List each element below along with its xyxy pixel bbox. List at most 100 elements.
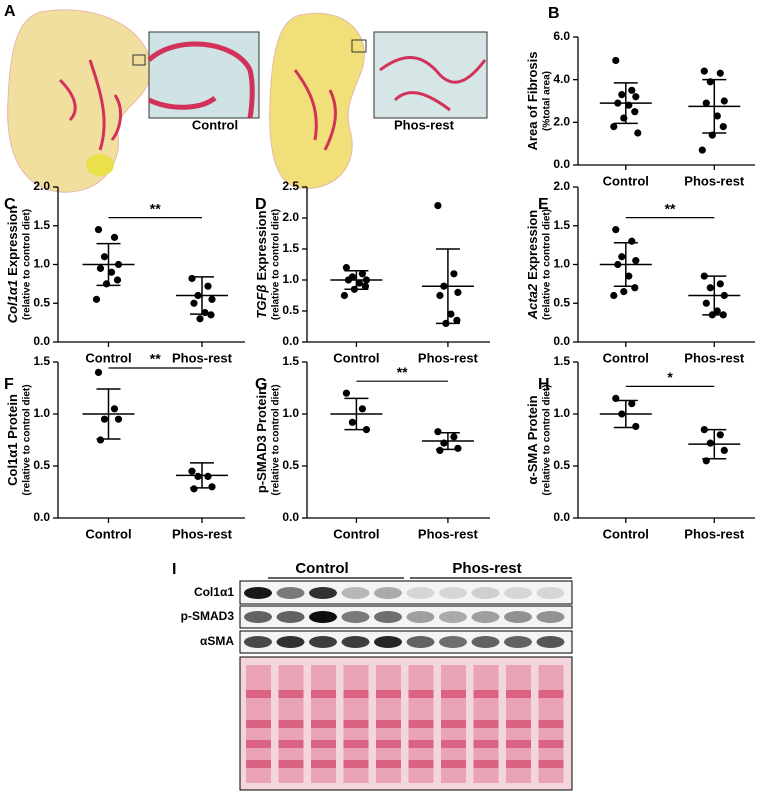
x-tick-label: Phos-rest: [684, 173, 745, 188]
data-point: [454, 444, 462, 452]
data-point: [447, 310, 455, 318]
y-axis-label-text: Area of Fibrosis: [525, 52, 540, 151]
caption: Phos-rest: [394, 117, 455, 132]
data-point: [716, 431, 724, 439]
ponceau-band: [343, 690, 369, 698]
data-point: [350, 285, 359, 293]
y-tick-label: 2.0: [282, 210, 299, 224]
band: [276, 636, 305, 648]
x-tick-label: Control: [333, 526, 379, 541]
y-tick-label: 1.5: [282, 354, 299, 368]
y-tick-label: 2.0: [553, 179, 570, 193]
y-axis-label-text: Expression: [525, 210, 540, 280]
data-point: [190, 299, 198, 307]
data-point: [720, 97, 728, 105]
y-tick-label: 0.5: [553, 458, 570, 472]
data-point: [113, 276, 122, 284]
data-point: [362, 426, 371, 434]
x-tick-label: Phos-rest: [172, 350, 233, 365]
band: [341, 587, 370, 599]
ponceau-lane: [473, 665, 499, 783]
ponceau-lane: [278, 665, 304, 783]
band: [439, 636, 467, 648]
band: [309, 636, 337, 648]
y-tick-label: 1.5: [553, 354, 570, 368]
data-point: [453, 316, 461, 324]
ponceau-band: [311, 690, 336, 698]
y-tick-label: 4.0: [553, 72, 570, 86]
panel-letter: C: [4, 196, 16, 213]
band: [374, 611, 402, 623]
data-point: [110, 405, 119, 413]
panel-letter: D: [255, 196, 267, 213]
y-tick-label: 0.5: [282, 303, 299, 317]
y-axis-sublabel: (relative to control diet): [271, 384, 282, 495]
cyst: [86, 154, 114, 176]
data-point: [632, 93, 640, 101]
data-point: [342, 389, 351, 397]
x-tick-label: Phos-rest: [418, 350, 479, 365]
y-tick-label: 1.5: [33, 354, 50, 368]
ponceau-band: [538, 760, 564, 768]
data-point: [100, 253, 109, 261]
band: [244, 611, 272, 623]
data-point: [436, 446, 444, 454]
y-axis-sublabel: (relative to control diet): [271, 209, 282, 320]
ponceau-band: [278, 740, 304, 748]
y-tick-label: 0.0: [553, 157, 570, 171]
data-point: [188, 274, 196, 283]
y-tick-label: 1.5: [33, 218, 50, 232]
data-point: [628, 237, 636, 245]
y-axis-label: p-SMAD3 Protein: [254, 387, 269, 493]
data-point: [631, 284, 639, 292]
ponceau-band: [441, 760, 466, 768]
data-point: [716, 69, 724, 77]
data-point: [708, 311, 716, 319]
blot-row-label: αSMA: [200, 634, 234, 648]
blot-row-label: Col1α1: [194, 585, 234, 599]
ponceau-lane: [376, 665, 401, 783]
data-point: [196, 315, 204, 323]
band: [536, 611, 565, 623]
band: [406, 587, 435, 599]
ponceau-band: [376, 720, 401, 728]
ponceau-band: [473, 690, 499, 698]
y-tick-label: 0.5: [33, 295, 50, 309]
data-point: [358, 270, 367, 278]
y-tick-label: 0.0: [282, 510, 299, 524]
ponceau-band: [246, 690, 271, 698]
data-point: [628, 86, 636, 94]
y-axis-label: Acta2 Expression: [525, 210, 540, 321]
data-point: [434, 428, 442, 436]
x-tick-label: Control: [603, 173, 649, 188]
panel-letter: E: [538, 196, 549, 213]
ponceau-band: [441, 690, 466, 698]
y-axis-label: α-SMA Protein: [525, 395, 540, 484]
band: [309, 587, 337, 599]
data-point: [634, 129, 642, 137]
caption: Control: [192, 117, 238, 132]
x-tick-label: Control: [333, 350, 379, 365]
y-axis-sublabel: (relative to control diet): [22, 209, 33, 320]
y-tick-label: 1.0: [553, 406, 570, 420]
panel-letter: I: [172, 561, 176, 578]
data-point: [110, 233, 119, 241]
y-tick-label: 1.5: [282, 241, 299, 255]
ponceau-band: [408, 760, 434, 768]
y-axis-label-gene: Col1α1: [5, 280, 20, 323]
ponceau-lane: [343, 665, 369, 783]
data-point: [702, 99, 710, 107]
ponceau-band: [376, 740, 401, 748]
ponceau-band: [506, 760, 531, 768]
y-axis-label-text: Expression: [254, 210, 269, 280]
ponceau-lane: [246, 665, 271, 783]
panel-letter: B: [548, 5, 560, 22]
data-point: [719, 311, 727, 319]
y-tick-label: 0.5: [553, 295, 570, 309]
band: [406, 611, 435, 623]
y-tick-label: 0.5: [282, 458, 299, 472]
x-tick-label: Control: [85, 526, 131, 541]
y-tick-label: 2.5: [282, 179, 299, 193]
ponceau-band: [311, 760, 336, 768]
histology-phos-rest: [269, 12, 488, 189]
